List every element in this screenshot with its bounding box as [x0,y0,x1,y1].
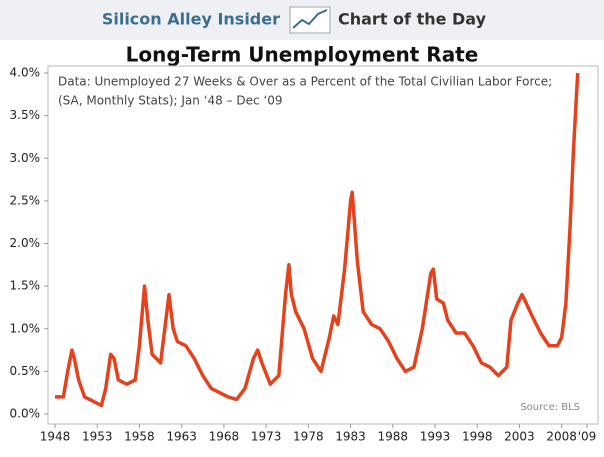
x-tick-label: 1993 [420,430,451,444]
y-tick-label: 1.5% [10,279,41,293]
y-tick-label: 3.0% [10,151,41,165]
x-tick-label: 1968 [209,430,240,444]
x-tick-label: 1973 [251,430,282,444]
annotation: (SA, Monthly Stats); Jan ‘48 – Dec ‘09 [58,94,283,108]
plot-frame [47,65,599,425]
x-tick-label: 1963 [166,430,197,444]
line-series [55,72,580,408]
y-tick-label: 1.0% [10,321,41,335]
y-tick-label: 4.0% [10,66,41,80]
x-tick-label: 2008 [546,430,577,444]
x-tick-label: '09 [578,430,597,444]
x-tick-label: 1983 [335,430,366,444]
x-tick-label: 1958 [124,430,155,444]
section: Chart of the Day [338,10,487,29]
x-tick-label: 1978 [293,430,324,444]
x-tick-label: 1948 [40,430,71,444]
logo-icon [289,6,331,34]
source: Source: BLS [520,402,580,413]
y-tick-label: 0.5% [10,364,41,378]
y-tick-label: 3.5% [10,108,41,122]
x-tick-label: 2003 [504,430,535,444]
x-tick-label: 1998 [462,430,493,444]
chart-title: Long-Term Unemployment Rate [126,43,479,67]
annotation: Data: Unemployed 27 Weeks & Over as a Pe… [58,75,552,89]
x-tick-label: 1953 [82,430,113,444]
brand: Silicon Alley Insider [102,10,280,29]
y-tick-label: 2.0% [10,236,41,250]
y-tick-label: 0.0% [10,407,41,421]
x-tick-label: 1988 [378,430,409,444]
y-tick-label: 2.5% [10,193,41,207]
